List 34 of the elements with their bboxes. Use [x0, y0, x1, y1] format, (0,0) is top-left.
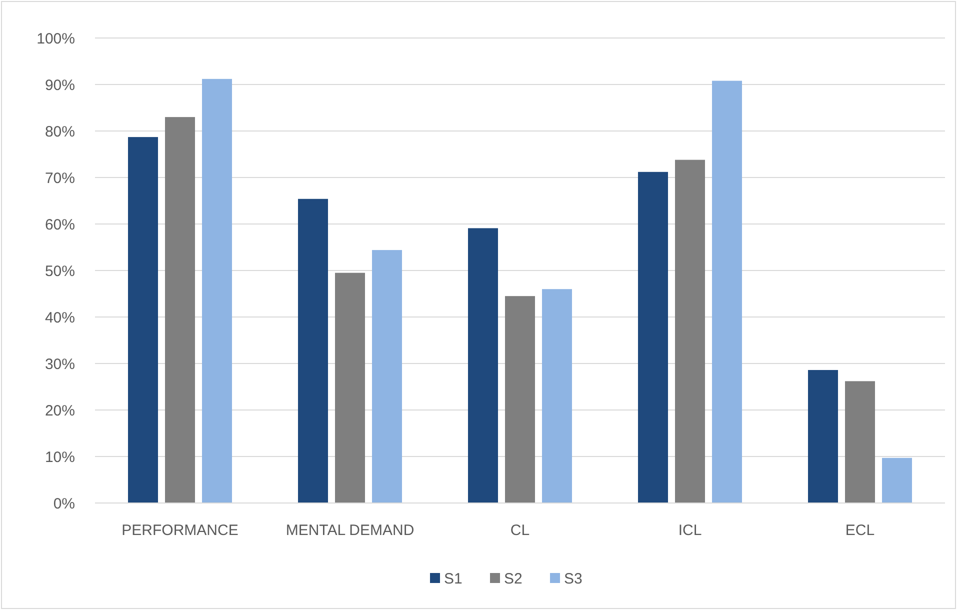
y-tick-label: 90% [44, 76, 75, 94]
x-tick-label: MENTAL DEMAND [286, 522, 414, 539]
legend-label: S3 [564, 570, 582, 588]
y-tick-label: 60% [44, 216, 75, 234]
y-tick-label: 30% [44, 356, 75, 373]
bar [372, 250, 402, 503]
legend-label: S1 [444, 570, 462, 588]
y-tick-label: 100% [36, 30, 75, 48]
bar [542, 289, 572, 503]
y-tick-label: 20% [44, 402, 75, 420]
bar [165, 117, 195, 503]
x-tick-label: CL [510, 522, 530, 539]
bar [468, 228, 498, 503]
y-tick-label: 0% [53, 495, 75, 512]
bar [335, 272, 365, 503]
y-tick-label: 10% [44, 448, 75, 466]
bar [638, 172, 668, 503]
y-tick-label: 40% [44, 309, 75, 326]
bar [298, 198, 328, 503]
bar [882, 458, 912, 503]
x-tick-label: ECL [845, 522, 875, 539]
bar [505, 296, 535, 503]
bar [845, 381, 875, 503]
x-tick-label: PERFORMANCE [122, 522, 238, 539]
x-tick-label: ICL [678, 522, 702, 539]
y-tick-label: 70% [44, 170, 75, 187]
bar [808, 370, 838, 503]
legend-label: S2 [504, 570, 522, 588]
bar [128, 137, 158, 503]
bar [675, 160, 705, 503]
bar [712, 80, 742, 503]
y-tick-label: 80% [44, 123, 75, 140]
bar [202, 78, 232, 503]
y-tick-label: 50% [44, 262, 75, 280]
